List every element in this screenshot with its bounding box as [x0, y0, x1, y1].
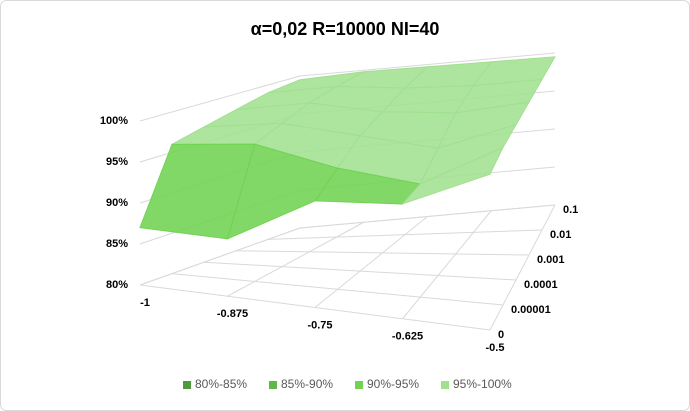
legend-label: 90%-95%	[367, 377, 419, 391]
depth-tick-label: 0.001	[537, 254, 565, 266]
x-tick-label: -0.875	[217, 308, 248, 320]
depth-tick-label: 0.0001	[524, 279, 558, 291]
legend-swatch	[441, 381, 449, 389]
z-tick-label: 90%	[106, 197, 128, 209]
depth-tick-label: 0.01	[550, 229, 571, 241]
depth-tick-label: 0	[498, 329, 504, 341]
x-tick-label: -0.5	[486, 342, 505, 354]
floor-grid-line	[235, 250, 530, 256]
floor-grid-line	[139, 284, 491, 331]
z-tick-label: 85%	[106, 238, 128, 250]
legend-swatch	[183, 381, 191, 389]
floor-grid-line	[267, 229, 543, 240]
legend-swatch	[355, 381, 363, 389]
floor-grid-line	[489, 204, 556, 331]
x-tick-label: -1	[140, 297, 150, 309]
grid-line	[139, 204, 556, 286]
chart-title: α=0,02 R=10000 NI=40	[251, 19, 440, 39]
legend-label: 95%-100%	[453, 377, 512, 391]
floor-grid-line	[227, 221, 364, 297]
z-tick-label: 95%	[106, 156, 128, 168]
floor-grid-line	[402, 210, 492, 320]
legend-label: 80%-85%	[195, 377, 247, 391]
x-tick-label: -0.625	[392, 331, 423, 343]
legend-label: 85%-90%	[281, 377, 333, 391]
floor-grid-line	[203, 261, 517, 281]
floor-grid-line	[314, 216, 428, 308]
z-tick-label: 80%	[106, 279, 128, 291]
depth-tick-label: 0.1	[563, 204, 578, 216]
legend-swatch	[269, 381, 277, 389]
floor-grid-line	[171, 273, 504, 306]
grid-line	[139, 52, 556, 122]
x-tick-label: -0.75	[307, 319, 332, 331]
z-tick-label: 100%	[100, 115, 128, 127]
surface-cell	[400, 146, 505, 206]
depth-tick-label: 0.00001	[511, 304, 551, 316]
